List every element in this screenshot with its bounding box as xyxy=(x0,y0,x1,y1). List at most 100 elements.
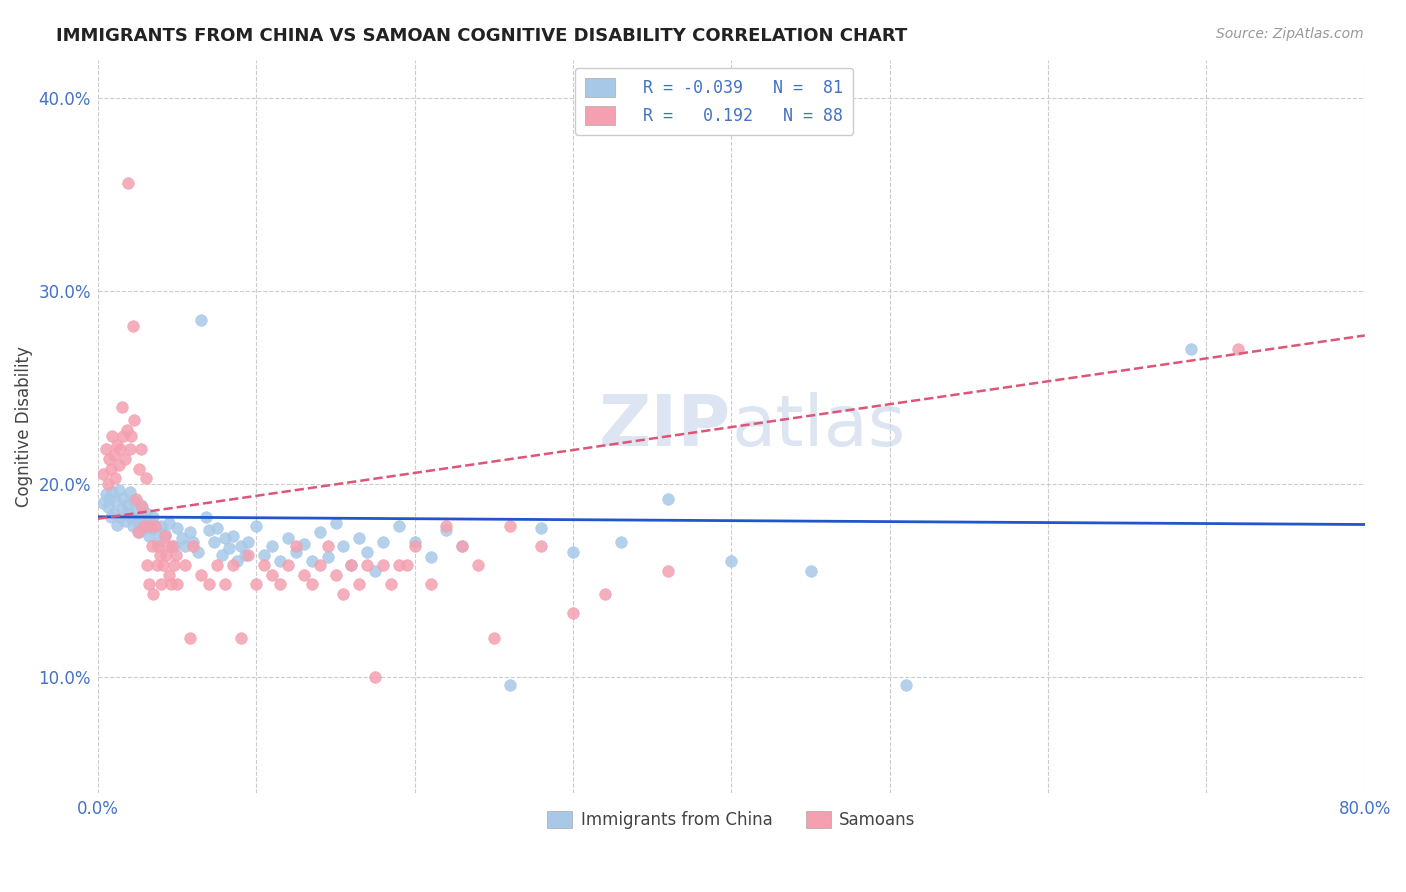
Point xyxy=(166,577,188,591)
Point xyxy=(103,448,125,462)
Point xyxy=(340,558,363,572)
Text: IMMIGRANTS FROM CHINA VS SAMOAN COGNITIVE DISABILITY CORRELATION CHART: IMMIGRANTS FROM CHINA VS SAMOAN COGNITIV… xyxy=(56,27,907,45)
Point xyxy=(111,400,134,414)
Point xyxy=(127,525,149,540)
Point xyxy=(451,539,474,553)
Legend: Immigrants from China, Samoans: Immigrants from China, Samoans xyxy=(541,804,922,836)
Point xyxy=(205,521,228,535)
Point xyxy=(593,587,616,601)
Point xyxy=(499,519,522,533)
Point xyxy=(316,550,339,565)
Point xyxy=(226,554,249,568)
Point xyxy=(150,519,173,533)
Point xyxy=(349,577,371,591)
Point xyxy=(146,539,169,553)
Point xyxy=(434,519,457,533)
Point xyxy=(657,564,679,578)
Point xyxy=(142,587,165,601)
Point xyxy=(170,531,193,545)
Point xyxy=(262,539,284,553)
Point xyxy=(174,539,197,553)
Point xyxy=(166,521,188,535)
Point xyxy=(121,318,143,333)
Point xyxy=(142,509,165,524)
Point xyxy=(108,509,131,524)
Point xyxy=(100,461,122,475)
Point xyxy=(325,567,347,582)
Point xyxy=(112,491,135,505)
Point xyxy=(120,509,142,524)
Point xyxy=(131,500,153,515)
Point xyxy=(388,519,411,533)
Text: atlas: atlas xyxy=(731,392,905,460)
Point xyxy=(301,577,323,591)
Point xyxy=(98,492,121,507)
Point xyxy=(349,531,371,545)
Point xyxy=(364,670,387,684)
Point xyxy=(128,461,150,475)
Point xyxy=(145,558,167,572)
Point xyxy=(800,564,823,578)
Point xyxy=(221,529,243,543)
Point xyxy=(129,498,152,512)
Point xyxy=(720,554,742,568)
Point xyxy=(143,519,166,533)
Point xyxy=(181,534,204,549)
Point xyxy=(238,549,260,563)
Point xyxy=(118,484,141,499)
Point xyxy=(308,525,330,540)
Point xyxy=(404,534,426,549)
Point xyxy=(284,544,307,558)
Point xyxy=(245,577,267,591)
Point xyxy=(214,577,236,591)
Point xyxy=(153,527,176,541)
Point xyxy=(153,529,176,543)
Point xyxy=(134,471,156,485)
Point xyxy=(111,502,134,516)
Point xyxy=(146,534,169,549)
Point xyxy=(127,514,149,528)
Point xyxy=(162,539,184,553)
Point xyxy=(124,413,146,427)
Point xyxy=(138,577,160,591)
Point xyxy=(174,558,197,572)
Point xyxy=(157,567,180,582)
Point xyxy=(131,509,153,524)
Text: Source: ZipAtlas.com: Source: ZipAtlas.com xyxy=(1216,27,1364,41)
Point xyxy=(364,564,387,578)
Point xyxy=(128,525,150,540)
Point xyxy=(229,539,252,553)
Text: ZIP: ZIP xyxy=(599,392,731,460)
Point xyxy=(451,539,474,553)
Point xyxy=(371,558,394,572)
Point xyxy=(269,577,291,591)
Point xyxy=(139,519,162,533)
Point xyxy=(316,539,339,553)
Point xyxy=(101,429,124,443)
Point xyxy=(132,519,155,533)
Point xyxy=(530,539,553,553)
Point xyxy=(138,529,160,543)
Point xyxy=(150,577,173,591)
Point xyxy=(136,517,159,532)
Point xyxy=(340,558,363,572)
Point xyxy=(101,484,124,499)
Point xyxy=(117,506,139,520)
Point xyxy=(434,524,457,538)
Point xyxy=(145,524,167,538)
Point xyxy=(134,506,156,520)
Point xyxy=(467,558,489,572)
Point xyxy=(301,554,323,568)
Point xyxy=(1180,342,1202,356)
Point xyxy=(332,587,354,601)
Point xyxy=(105,517,128,532)
Point xyxy=(277,558,299,572)
Point xyxy=(388,558,411,572)
Point xyxy=(96,500,118,515)
Point xyxy=(238,534,260,549)
Point xyxy=(179,632,201,646)
Point xyxy=(107,458,129,472)
Point xyxy=(149,549,172,563)
Point xyxy=(105,438,128,452)
Point xyxy=(91,496,114,510)
